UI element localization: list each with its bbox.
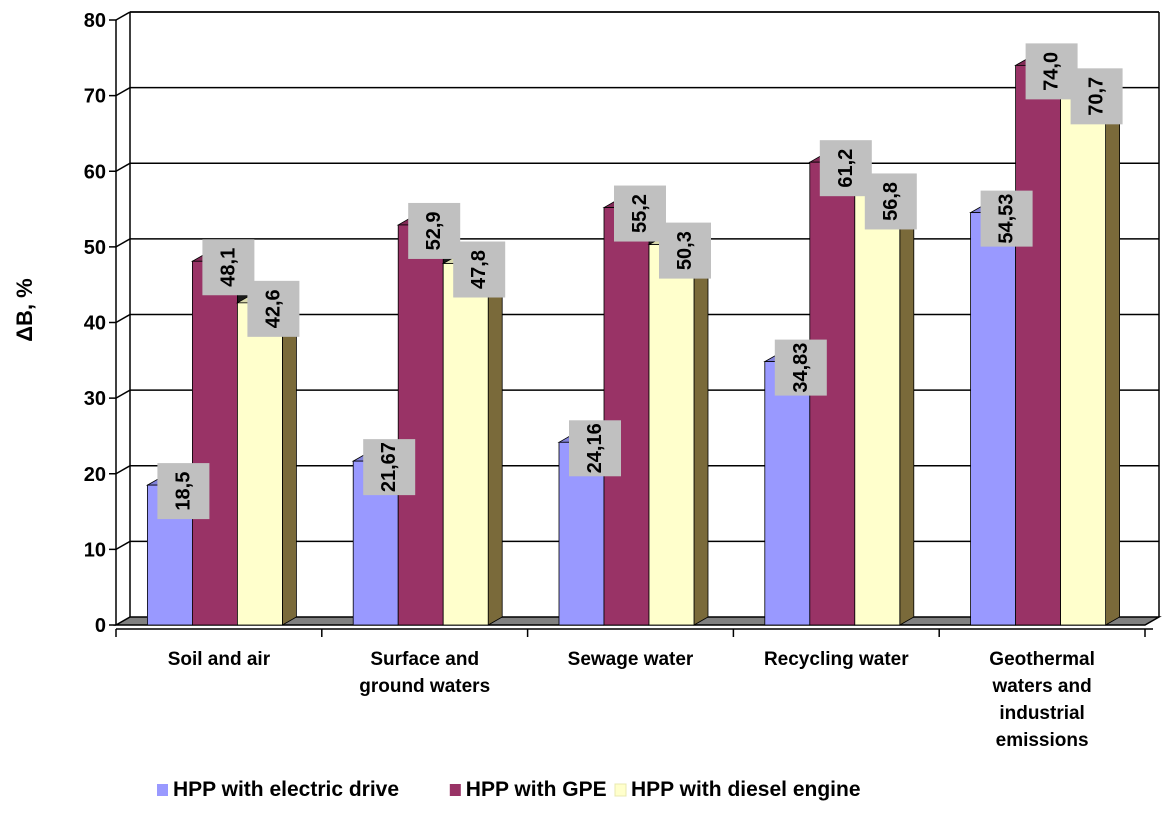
bar [648,244,695,626]
data-label: 54,53 [996,194,1018,244]
bar-side [1105,81,1120,626]
data-label-box [659,222,711,279]
bar [1060,89,1106,626]
bar-side [281,294,297,626]
data-label: 74,0 [1041,52,1063,91]
data-label: 21,67 [378,442,400,492]
data-label: 50,3 [674,231,696,270]
data-label-box [1025,43,1078,100]
legend-swatch [449,784,461,796]
data-label: 47,8 [468,250,490,289]
gridline-side [115,540,131,551]
legend: HPP with electric drive HPP with GPE HPP w… [157,778,861,801]
data-label-box [614,185,666,242]
gridline-side [115,389,131,399]
data-label-box [774,339,827,396]
y-tick-label: 40 [84,313,106,335]
legend-label: HPP with diesel engine [631,778,861,801]
x-tick-label: Geothermal waters and industrial emissions [989,649,1095,751]
data-label-box [202,239,255,296]
data-label: 34,83 [790,343,812,393]
bar [603,207,650,626]
data-label-box [569,420,621,477]
data-label-box [864,173,917,230]
tick-labels: 0 10 20 30 40 50 60 70 80 Soil and air Surface and… [84,10,1095,751]
bar-side [487,254,503,626]
data-label: 55,2 [629,194,651,233]
data-label-box [363,439,416,496]
data-label-box [453,241,506,298]
axes [109,11,1160,637]
y-tick-label: 0 [95,615,106,637]
y-tick-label: 30 [84,388,106,410]
data-label-box [980,190,1033,247]
bar [970,212,1016,626]
bar [236,302,283,626]
bar [764,361,811,626]
data-label: 48,1 [217,248,239,287]
data-label-box [247,280,300,337]
legend-swatch [157,784,168,796]
y-tick-label: 60 [84,161,106,183]
bar [1015,64,1061,626]
bar [191,260,238,626]
data-label-box [157,463,210,520]
gridline-side [115,238,131,248]
data-label-box [408,202,461,259]
x-tick-label: Sewage water [568,649,694,670]
data-label: 56,8 [880,182,902,221]
data-label-box [1070,68,1123,125]
legend-label: HPP with electric drive [173,778,399,801]
gridline-side [115,465,131,475]
data-label: 70,7 [1086,77,1108,116]
x-tick-label: Recycling water [764,649,909,670]
gridline-side [115,11,131,21]
data-label: 61,2 [835,149,857,188]
data-label: 42,6 [262,289,284,328]
bars [145,56,1122,626]
data-label: 52,9 [423,211,445,250]
gridline-side [115,313,131,324]
y-tick-label: 80 [84,10,106,32]
y-axis-label: ΔB, % [12,278,37,342]
y-tick-label: 20 [84,464,106,486]
y-tick-label: 10 [84,539,106,561]
y-tick-label: 50 [84,237,106,259]
legend-swatch [614,783,627,797]
data-label-box [819,140,872,197]
x-tick-label: Soil and air [168,649,271,670]
bar [397,224,444,626]
data-label: 18,5 [172,472,194,511]
gridline-side [115,162,131,172]
data-label: 24,16 [584,423,606,473]
bar [442,263,489,626]
bar [854,195,901,626]
bar-side [693,235,709,626]
x-tick-label: Surface and ground waters [359,649,490,697]
data-labels: 18,5 21,67 24,16 34,83 54,53 48,1 52,9 55,2 61,2… [157,43,1123,520]
y-tick-label: 70 [84,86,106,108]
legend-label: HPP with GPE [466,778,607,801]
gridline-side [115,86,131,97]
bar-side [899,186,915,626]
